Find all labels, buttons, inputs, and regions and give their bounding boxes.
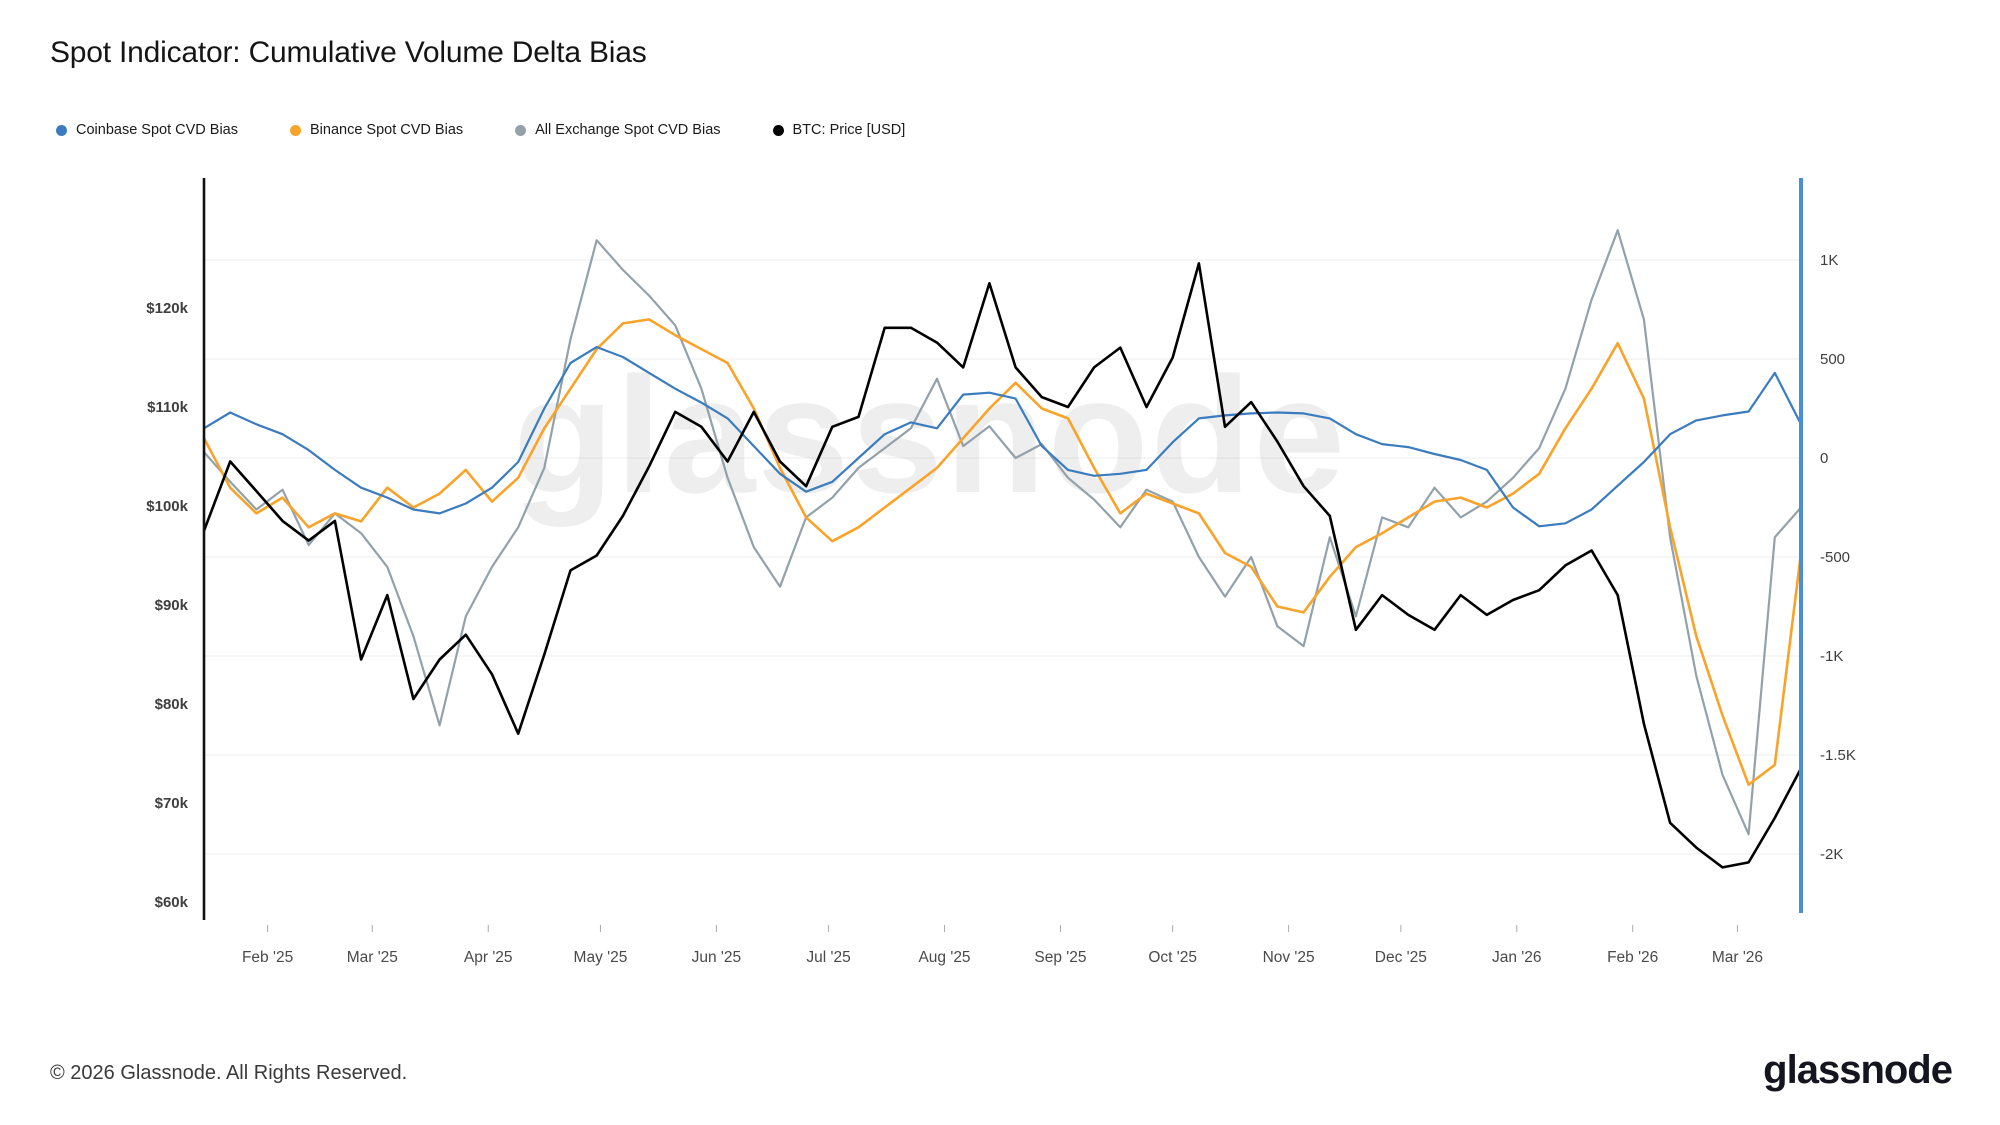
- series-line-all-exchange-spot-cvd-bias: [204, 229, 1803, 836]
- x-axis-month-label: Aug '25: [918, 949, 970, 966]
- x-axis-month-label: Jul '25: [806, 949, 850, 966]
- glassnode-logo[interactable]: glassnode: [1763, 1048, 1953, 1092]
- right-axis-tick-label: 0: [1820, 450, 1828, 467]
- legend-item-3[interactable]: BTC: Price [USD]: [772, 122, 906, 138]
- left-axis-tick-label: $110k: [147, 399, 189, 416]
- x-axis-month-label: Jun '25: [692, 949, 742, 966]
- x-axis-month-label: Dec '25: [1375, 949, 1427, 966]
- left-axis-tick-label: $60k: [155, 894, 189, 911]
- x-axis-month-label: May '25: [574, 949, 628, 966]
- right-axis-tick-label: 1K: [1820, 252, 1838, 269]
- x-axis-month-label: Feb '26: [1607, 949, 1658, 966]
- x-axis-month-label: Mar '26: [1712, 949, 1763, 966]
- right-axis-tick-label: 500: [1820, 351, 1845, 368]
- series-line-coinbase-spot-cvd-bias: [204, 346, 1803, 528]
- legend-item-label: Coinbase Spot CVD Bias: [76, 122, 238, 138]
- right-axis-tick-label: -1K: [1820, 648, 1843, 665]
- left-axis-tick-label: $100k: [146, 498, 188, 515]
- right-axis-tick-label: -1.5K: [1820, 747, 1856, 764]
- copyright-text: © 2026 Glassnode. All Rights Reserved.: [50, 1062, 408, 1084]
- legend-marker-icon: [56, 124, 67, 136]
- legend-item-2[interactable]: All Exchange Spot CVD Bias: [515, 122, 721, 138]
- right-axis-tick-label: -2K: [1820, 846, 1843, 863]
- right-axis-tick-label: -500: [1820, 549, 1850, 566]
- legend-marker-icon: [772, 124, 784, 136]
- legend: Coinbase Spot CVD Bias Binance Spot CVD B…: [56, 122, 905, 138]
- left-axis-tick-label: $90k: [155, 597, 189, 614]
- legend-marker-icon: [290, 124, 301, 136]
- x-axis-month-label: Oct '25: [1148, 949, 1197, 966]
- left-axis-tick-label: $120k: [146, 300, 188, 317]
- page-title: Spot Indicator: Cumulative Volume Delta …: [50, 36, 647, 69]
- x-axis-month-label: Apr '25: [464, 949, 513, 966]
- legend-item-label: All Exchange Spot CVD Bias: [535, 122, 721, 138]
- left-axis-tick-label: $80k: [155, 696, 189, 713]
- x-axis-month-label: Mar '25: [347, 949, 398, 966]
- x-axis-month-label: Sep '25: [1034, 949, 1086, 966]
- series-line-btc-price-usd-: [204, 262, 1803, 869]
- x-axis-month-label: Feb '25: [242, 949, 293, 966]
- legend-item-label: BTC: Price [USD]: [792, 122, 906, 138]
- legend-item-0[interactable]: Coinbase Spot CVD Bias: [56, 122, 238, 138]
- x-axis-month-label: Jan '26: [1492, 949, 1542, 966]
- legend-item-label: Binance Spot CVD Bias: [310, 122, 464, 138]
- legend-marker-icon: [515, 124, 527, 136]
- x-axis-month-label: Nov '25: [1263, 949, 1315, 966]
- glassnode-watermark: glassnode: [513, 343, 1347, 527]
- legend-item-1[interactable]: Binance Spot CVD Bias: [290, 122, 463, 138]
- left-axis-tick-label: $70k: [155, 795, 189, 812]
